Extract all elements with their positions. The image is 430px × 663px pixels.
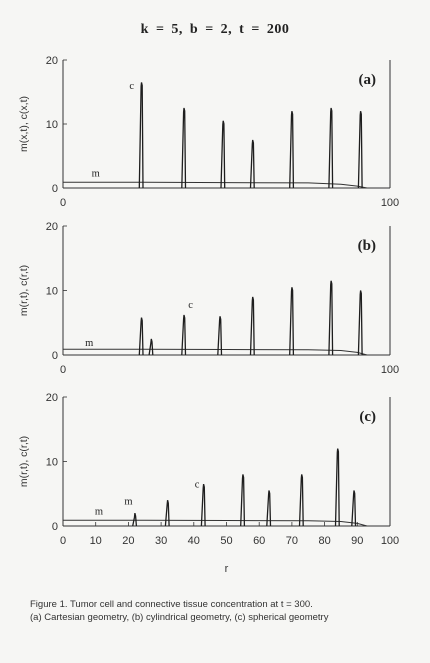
x-tick-label: 90: [351, 535, 363, 547]
panel-c: 0 10 20 0 10 20 30 40 50 60 70 80 90 100 m(r,t), c(r,t…: [18, 392, 399, 575]
y-tick-label: 10: [46, 457, 58, 469]
series-c-spike: [351, 490, 357, 527]
y-tick-label: 0: [52, 183, 58, 195]
curve-label-c: c: [188, 300, 193, 311]
y-tick-label: 0: [52, 521, 58, 533]
x-tick-label: 80: [318, 535, 330, 547]
series-m-line: [63, 348, 368, 356]
series-c-spike: [289, 287, 295, 356]
x-tick-label: 20: [122, 535, 134, 547]
y-tick-label: 20: [46, 55, 58, 67]
panel-label: (a): [359, 72, 377, 88]
y-tick-label: 20: [46, 221, 58, 233]
x-axis-label: r: [225, 563, 229, 575]
series-c-spike: [217, 316, 223, 356]
series-c-spike: [220, 120, 226, 189]
panel-label: (b): [358, 238, 376, 254]
x-tick-label: 100: [381, 197, 399, 209]
x-tick-label: 0: [60, 197, 66, 209]
series-c-spike: [181, 107, 187, 189]
panel-label: (c): [359, 409, 376, 425]
y-axis-label: m(r,t), c(r,t): [18, 436, 30, 487]
series-c-spike: [138, 317, 144, 356]
x-tick-label: 40: [188, 535, 200, 547]
series-c-spike: [298, 474, 304, 527]
series-c-spike: [138, 82, 144, 189]
series-c-spike: [164, 500, 170, 527]
series-c-spike: [200, 483, 206, 527]
series-c-spike: [334, 448, 340, 527]
x-tick-label: 100: [381, 364, 399, 376]
curve-label-m: m: [95, 506, 103, 517]
y-axis-label: m(r,t), c(r,t): [18, 265, 30, 316]
series-c-spike: [249, 139, 255, 189]
series-c-spike: [357, 290, 363, 356]
x-tick-label: 10: [90, 535, 102, 547]
x-tick-label: 30: [155, 535, 167, 547]
curve-label-m: m: [92, 168, 100, 179]
series-c-spike: [249, 296, 255, 356]
series-c-spike: [181, 314, 187, 356]
panel-a: 0 10 20 0 100 m(x,t), c(x,t) (a) c m: [18, 55, 399, 209]
page-title: k = 5, b = 2, t = 200: [140, 22, 290, 37]
curve-label-m: m: [124, 497, 132, 508]
curve-label-c: c: [129, 81, 134, 92]
x-tick-label: 60: [253, 535, 265, 547]
x-tick-label: 0: [60, 535, 66, 547]
y-tick-label: 10: [46, 286, 58, 298]
x-tick-label: 0: [60, 364, 66, 376]
series-c-spike: [240, 474, 246, 527]
y-tick-label: 0: [52, 350, 58, 362]
x-tick-label: 50: [220, 535, 232, 547]
series-c-spike: [148, 338, 154, 356]
curve-label-m: m: [85, 338, 93, 349]
series-c-spike: [328, 280, 334, 356]
y-tick-label: 20: [46, 392, 58, 404]
figure-caption: Figure 1. Tumor cell and connective tiss…: [30, 598, 420, 624]
series-c-spike: [328, 107, 334, 189]
y-axis-label: m(x,t), c(x,t): [18, 96, 30, 152]
x-tick-label: 70: [286, 535, 298, 547]
curve-label-c: c: [195, 479, 200, 490]
caption-line-2: (a) Cartesian geometry, (b) cylindrical …: [30, 612, 329, 623]
series-c-spike: [289, 111, 295, 189]
series-m-line: [63, 519, 368, 527]
caption-line-1: Figure 1. Tumor cell and connective tiss…: [30, 599, 313, 610]
panel-b: 0 10 20 0 100 m(r,t), c(r,t) (b) c m: [18, 221, 399, 376]
series-m-line: [63, 181, 368, 189]
y-tick-label: 10: [46, 119, 58, 131]
series-c-spike: [357, 111, 363, 189]
series-c-spike: [132, 512, 138, 527]
series-c-spike: [266, 490, 272, 527]
x-tick-label: 100: [381, 535, 399, 547]
